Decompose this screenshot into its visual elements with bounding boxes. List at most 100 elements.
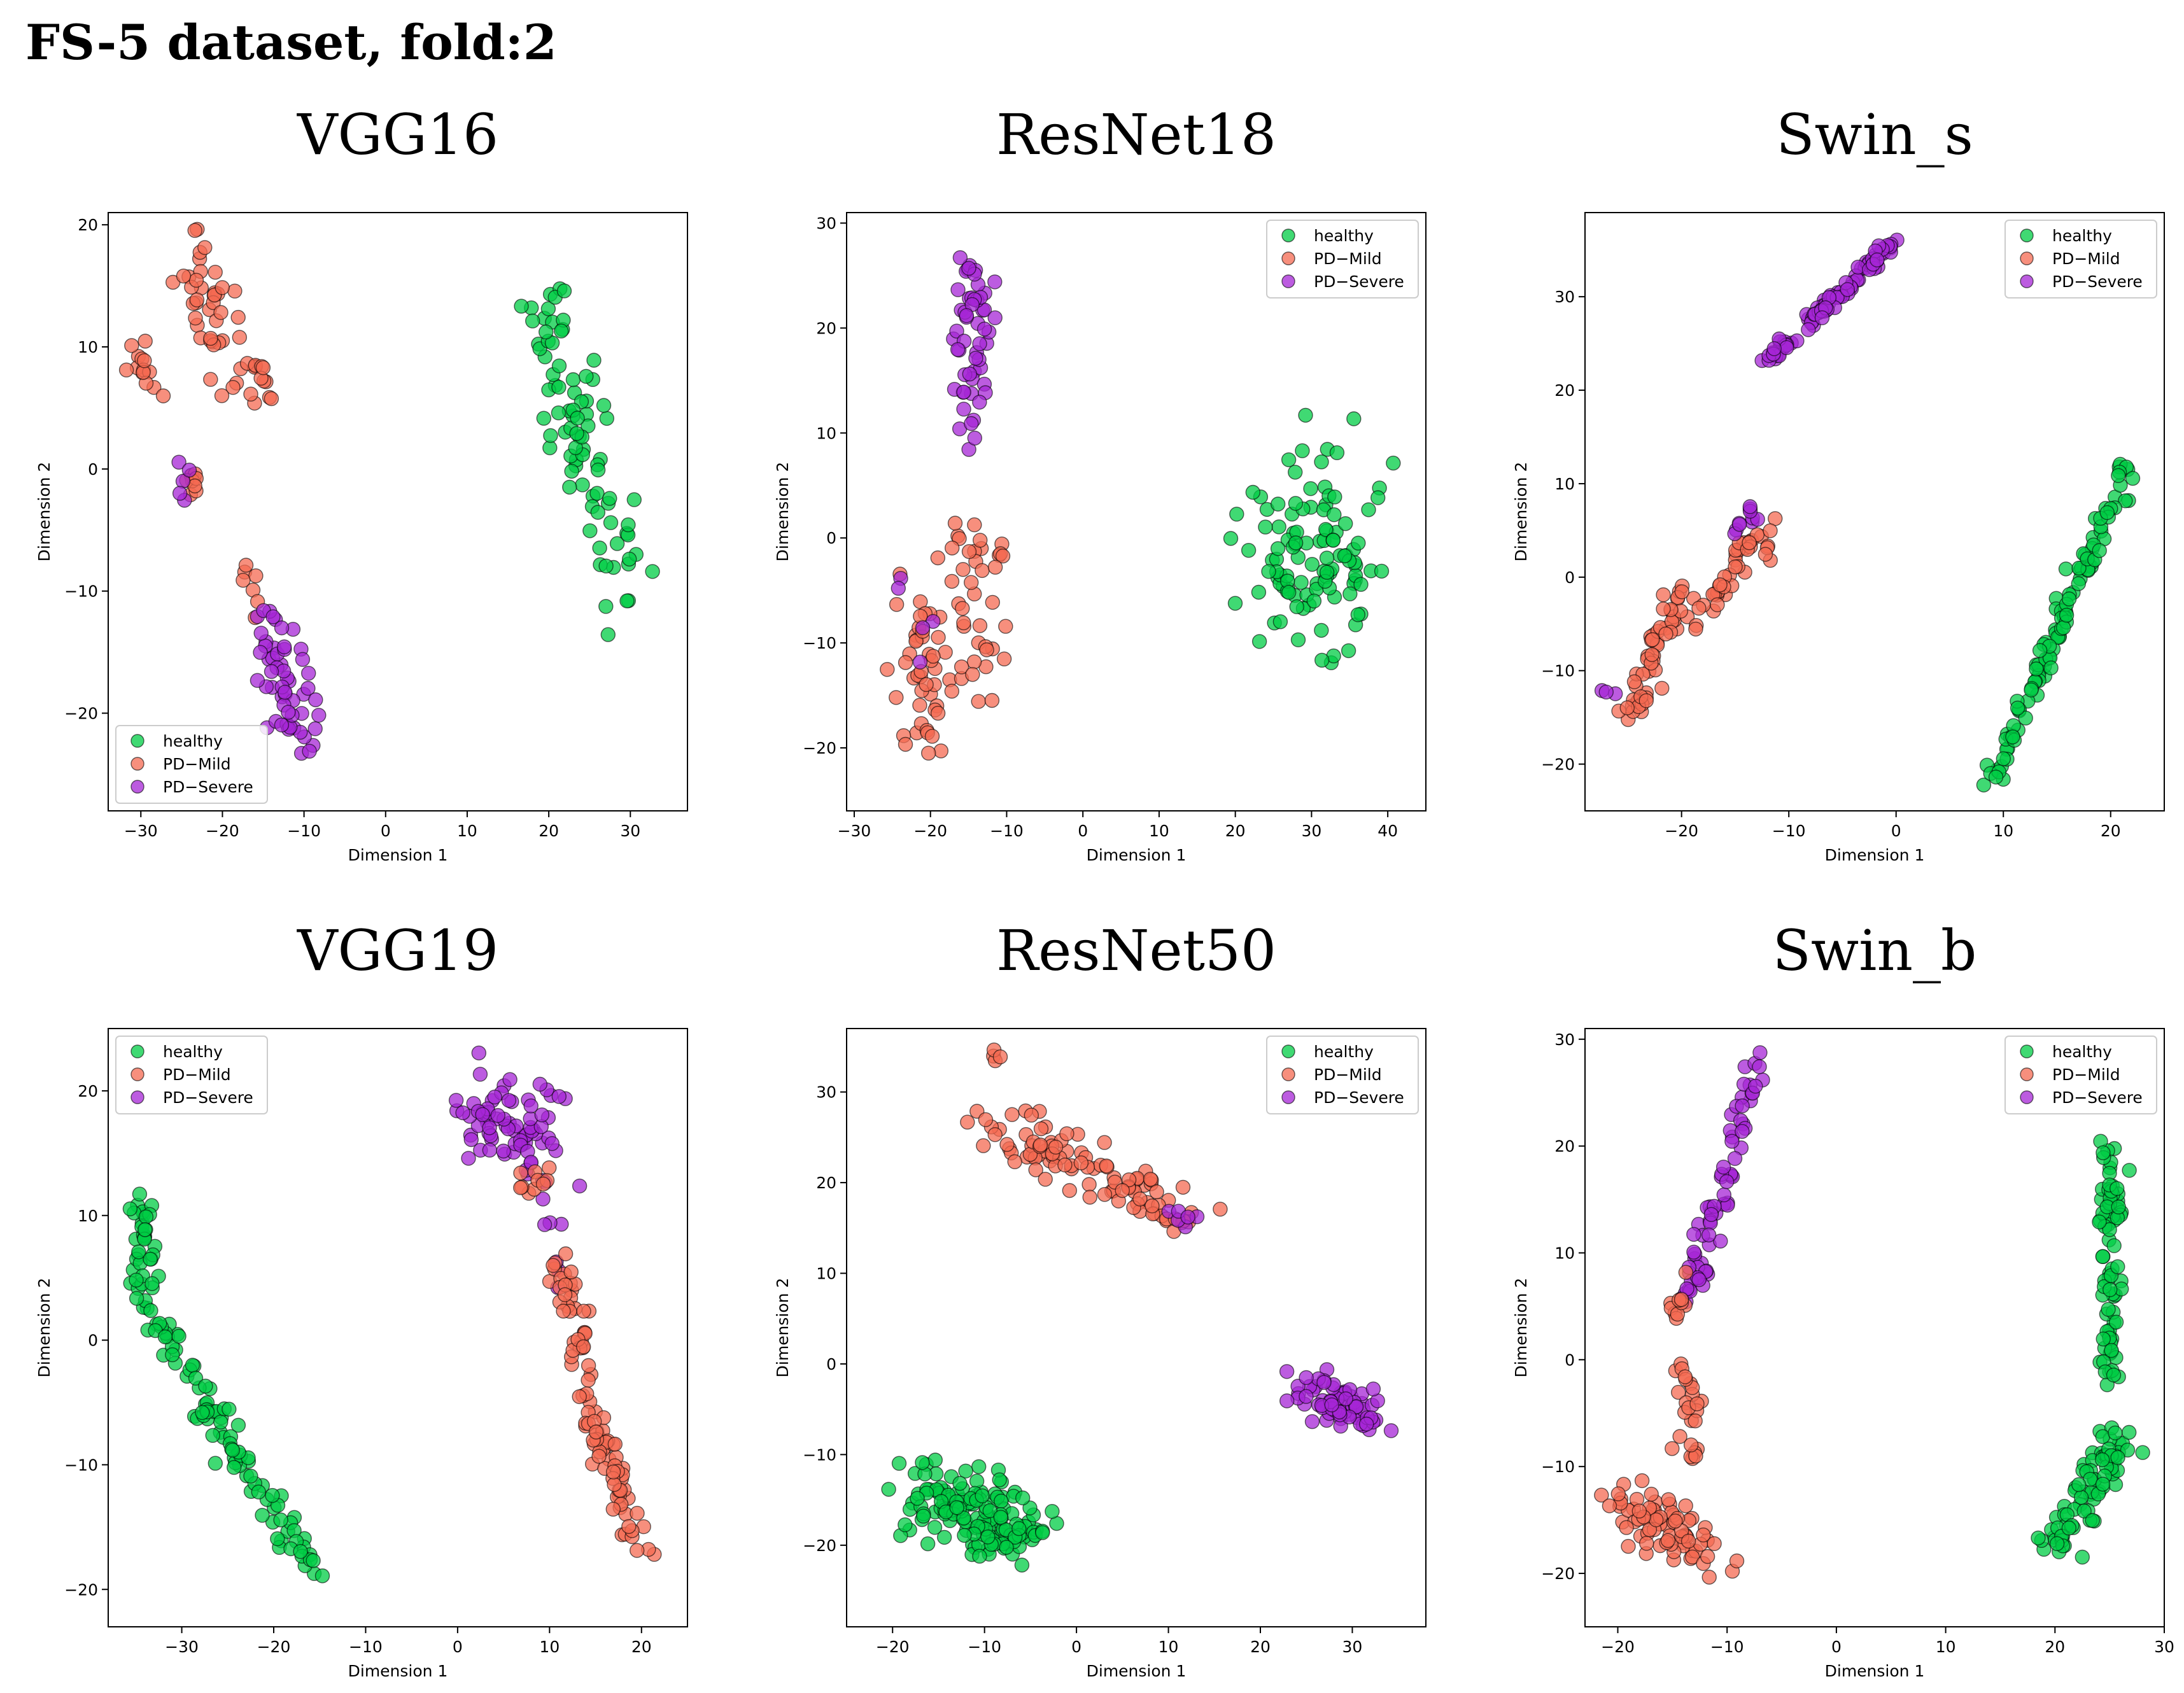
data-point-healthy — [1035, 1525, 1050, 1540]
data-point-pd-severe — [502, 1072, 518, 1087]
data-point-pd-severe — [1840, 282, 1856, 297]
data-point-healthy — [891, 1456, 907, 1471]
data-point-healthy — [915, 1455, 930, 1470]
legend-label: PD−Mild — [2052, 1065, 2120, 1084]
data-point-healthy — [1227, 596, 1243, 611]
data-point-healthy — [927, 1520, 943, 1535]
legend-box — [2004, 220, 2157, 299]
data-point-healthy — [2110, 1259, 2125, 1274]
x-tick-label: 20 — [1225, 822, 1246, 840]
y-tick-label: 0 — [88, 460, 98, 479]
data-point-pd-mild — [979, 642, 994, 657]
data-point-healthy — [1976, 777, 1992, 793]
data-point-healthy — [1229, 507, 1244, 522]
data-point-pd-severe — [950, 282, 966, 297]
data-point-pd-mild — [1661, 1492, 1676, 1507]
data-point-healthy — [1304, 557, 1320, 572]
data-point-pd-mild — [995, 548, 1011, 564]
x-tick-label: 10 — [539, 1638, 560, 1656]
legend: healthy PD−Mild PD−Severe — [115, 725, 268, 804]
data-point-healthy — [225, 1442, 241, 1458]
data-point-pd-mild — [1007, 1154, 1022, 1170]
data-point-healthy — [143, 1251, 158, 1267]
y-tick-label: 10 — [816, 424, 836, 442]
data-point-healthy — [920, 1536, 936, 1552]
data-point-pd-mild — [960, 1114, 975, 1130]
data-point-pd-severe — [311, 708, 327, 723]
x-tick-label: −20 — [1665, 822, 1698, 840]
data-point-pd-severe — [482, 1142, 497, 1158]
data-point-pd-severe — [472, 1067, 488, 1082]
data-point-pd-mild — [513, 1180, 528, 1195]
data-point-pd-severe — [250, 673, 265, 688]
data-point-pd-mild — [1121, 1172, 1137, 1188]
data-point-pd-severe — [1701, 1227, 1717, 1243]
x-tick-label: 20 — [631, 1638, 652, 1656]
y-tick-label: −20 — [1541, 1564, 1575, 1583]
data-point-healthy — [590, 505, 605, 520]
x-tick-label: 40 — [1377, 822, 1398, 840]
data-point-healthy — [1318, 522, 1334, 537]
data-point-pd-mild — [1688, 621, 1703, 637]
data-point-pd-mild — [576, 1303, 591, 1319]
y-tick-label: −10 — [803, 1445, 836, 1464]
data-point-pd-mild — [1728, 559, 1743, 575]
data-point-healthy — [2018, 710, 2033, 726]
data-point-pd-severe — [281, 705, 296, 720]
data-point-pd-mild — [987, 1127, 1003, 1142]
legend-label: healthy — [1314, 227, 1374, 245]
data-point-healthy — [293, 1543, 308, 1559]
data-point-healthy — [1251, 584, 1267, 600]
data-point-pd-mild — [225, 380, 241, 395]
data-point-pd-mild — [1701, 1570, 1717, 1585]
data-point-healthy — [2010, 700, 2025, 716]
data-point-pd-severe — [532, 1076, 547, 1092]
data-point-healthy — [1327, 489, 1342, 505]
data-point-pd-mild — [1631, 1503, 1647, 1519]
data-point-healthy — [1022, 1500, 1038, 1515]
legend-label: PD−Mild — [2052, 249, 2120, 268]
chart-title: ResNet18 — [996, 102, 1276, 167]
data-point-healthy — [1303, 481, 1318, 496]
data-point-healthy — [536, 411, 551, 426]
data-point-healthy — [144, 1275, 160, 1291]
data-point-pd-mild — [1621, 1538, 1636, 1554]
data-point-healthy — [2043, 660, 2059, 676]
data-point-healthy — [1045, 1503, 1060, 1519]
data-points — [880, 250, 1401, 761]
data-point-pd-severe — [1180, 1209, 1195, 1225]
data-point-pd-severe — [253, 645, 268, 660]
data-point-healthy — [1015, 1490, 1031, 1506]
data-point-healthy — [949, 1500, 964, 1515]
data-point-pd-severe — [448, 1093, 464, 1108]
legend-marker — [130, 757, 144, 771]
data-point-healthy — [306, 1553, 321, 1568]
data-point-healthy — [1386, 455, 1401, 471]
data-point-pd-mild — [961, 544, 977, 559]
data-point-healthy — [1314, 454, 1329, 470]
data-point-healthy — [586, 353, 602, 368]
data-point-healthy — [1341, 643, 1356, 659]
data-point-pd-severe — [949, 323, 964, 339]
data-point-healthy — [927, 1452, 943, 1468]
data-point-healthy — [2058, 561, 2074, 577]
data-point-healthy — [1258, 519, 1273, 535]
y-axis-label: Dimension 2 — [1512, 462, 1530, 562]
data-point-healthy — [915, 1508, 931, 1524]
data-point-healthy — [570, 411, 585, 426]
data-point-pd-severe — [461, 1151, 476, 1166]
data-point-pd-severe — [1735, 1123, 1750, 1139]
data-point-healthy — [1353, 577, 1369, 592]
data-point-healthy — [1270, 496, 1286, 512]
data-point-pd-severe — [523, 1098, 539, 1114]
data-point-healthy — [2111, 1199, 2126, 1215]
legend-label: healthy — [2052, 227, 2112, 245]
data-point-pd-mild — [999, 1137, 1015, 1152]
data-point-healthy — [243, 1468, 258, 1484]
data-point-pd-mild — [137, 353, 152, 369]
data-point-pd-mild — [1038, 1172, 1053, 1187]
data-point-pd-mild — [607, 1437, 623, 1452]
data-point-pd-mild — [1645, 632, 1660, 647]
data-point-healthy — [2005, 729, 2020, 745]
legend-marker — [130, 1044, 144, 1058]
